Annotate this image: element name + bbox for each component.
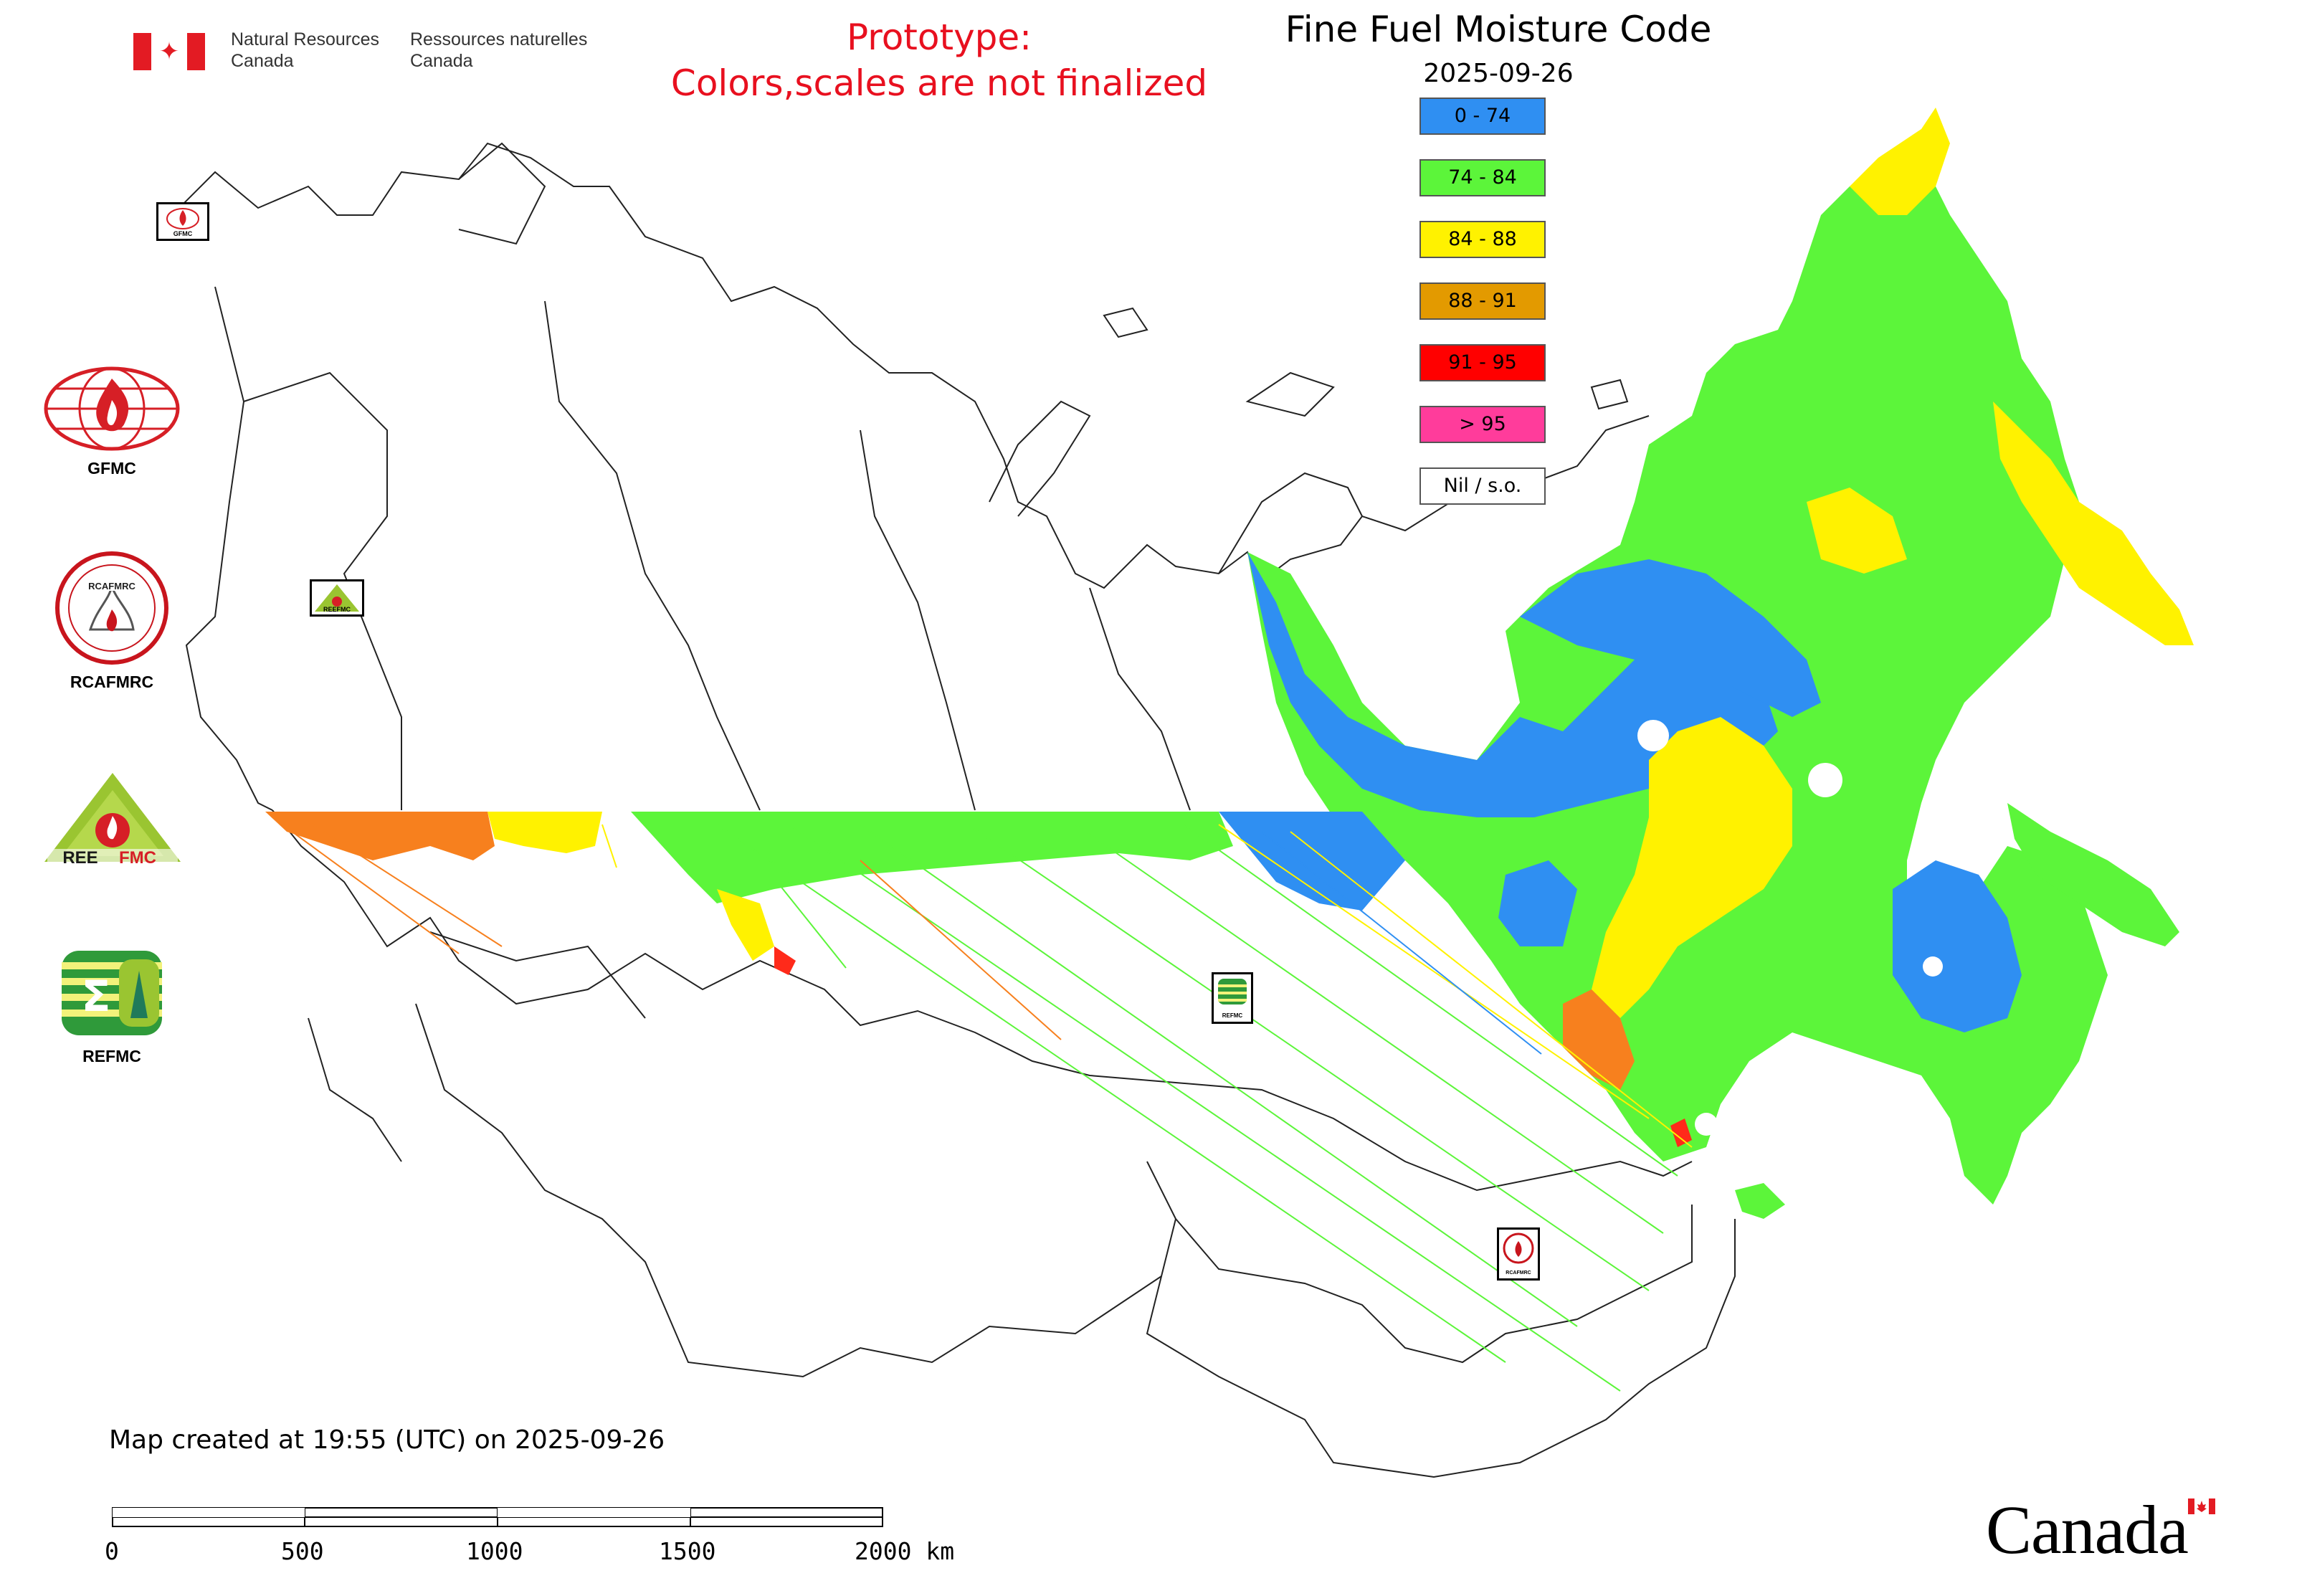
svg-text:RCAFMRC: RCAFMRC: [88, 581, 135, 592]
east-yellow-kamchatka: [1993, 402, 2194, 645]
east-blue-lake: [1498, 860, 1577, 946]
scale-tick-label: 500: [281, 1537, 324, 1565]
band-red-streak: [774, 946, 796, 975]
east-orange-south: [1563, 989, 1635, 1090]
gfmc-globe-fire-logo-icon: [44, 366, 180, 451]
china-outline: [1146, 1219, 1736, 1478]
nil-spot-4: [1695, 1113, 1718, 1136]
legend-item: 0 - 74: [1419, 98, 1546, 135]
scale-bar-labels: 0 500 1000 1500 2000 km: [86, 1537, 982, 1566]
map-created-timestamp: Map created at 19:55 (UTC) on 2025-09-26: [109, 1425, 665, 1455]
rcafmrc-logo-label: RCAFMRC: [70, 673, 154, 691]
east-blue-region-2: [1520, 559, 1821, 717]
kazakhstan-outline: [415, 1003, 1177, 1378]
interior-divide-3: [860, 429, 976, 811]
rcafmrc-logo-block: RCAFMRC RCAFMRC: [40, 551, 184, 692]
fwi-raster-east: [1247, 108, 2194, 1219]
kola-outline: [458, 142, 546, 245]
east-yellow-center: [1592, 717, 1792, 1018]
legend-item: 88 - 91: [1419, 282, 1546, 320]
band-yellow-a: [487, 812, 602, 853]
reefmc-map-marker-icon: REEFMC: [310, 579, 364, 617]
interior-divide-2: [544, 300, 761, 811]
legend: 0 - 74 74 - 84 84 - 88 88 - 91 91 - 95 >…: [1419, 98, 1549, 529]
nil-spot-2: [1808, 763, 1842, 797]
taimyr-coast: [1218, 472, 1363, 574]
boundary-lines: [171, 142, 1736, 1478]
band-green: [631, 812, 1233, 903]
scale-tick-label: 1500: [659, 1537, 716, 1565]
canada-flag-icon: ✦: [133, 33, 205, 70]
dept-en-line-2: Canada: [231, 51, 294, 71]
interior-divide-1: [243, 371, 402, 810]
band-orange: [265, 812, 495, 860]
nil-spot-3: [1923, 956, 1943, 977]
svg-text:REFMC: REFMC: [1222, 1012, 1243, 1019]
dept-fr-line-2: Canada: [410, 51, 473, 71]
svg-text:REE: REE: [62, 848, 97, 868]
east-red-south: [1670, 1118, 1692, 1147]
canada-wordmark: Canada: [1986, 1491, 2189, 1568]
legend-item: > 95: [1419, 406, 1546, 443]
band-yellow-b: [717, 889, 774, 961]
southern-border: [272, 809, 1693, 1192]
east-green-sakhalin: [2007, 803, 2179, 946]
government-signature: ✦ Natural Resources Canada Ressources na…: [133, 29, 604, 72]
scale-tick-label: 0: [105, 1537, 119, 1565]
svg-text:Σ: Σ: [82, 972, 111, 1022]
fwi-raster-band: [265, 812, 1693, 1392]
prototype-notice: Prototype: Colors,scales are not finaliz…: [645, 14, 1233, 106]
novaya-zemlya: [989, 400, 1091, 517]
east-yellow-patch: [1807, 488, 1907, 574]
scale-bar: [112, 1507, 883, 1527]
gfmc-map-marker-icon: GFMC: [156, 202, 209, 241]
scale-tick-label: 1000: [466, 1537, 523, 1565]
legend-item: Nil / s.o.: [1419, 467, 1546, 505]
east-blue-lobe: [1893, 860, 2022, 1032]
arctic-coastline: [171, 142, 1650, 589]
prototype-line-1: Prototype:: [846, 16, 1032, 58]
legend-item: 74 - 84: [1419, 159, 1546, 196]
reefmc-triangle-fire-logo-icon: REE FMC: [44, 773, 181, 868]
dept-en-line-1: Natural Resources: [231, 29, 380, 49]
refmc-map-marker-icon: REFMC: [1212, 972, 1253, 1024]
interior-divide-5: [429, 931, 646, 1019]
gfmc-logo-label: GFMC: [87, 459, 136, 478]
legend-item: 91 - 95: [1419, 344, 1546, 381]
svg-text:FMC: FMC: [119, 848, 156, 868]
nil-spot-5: [2073, 1117, 2093, 1137]
caspian-coast: [308, 1017, 402, 1162]
department-name-en: Natural Resources Canada: [231, 29, 403, 72]
east-green-island: [1735, 1183, 1785, 1219]
refmc-logo-block: Σ REFMC: [40, 946, 184, 1066]
interior-divide-4: [1089, 587, 1191, 811]
svg-text:RCAFMRC: RCAFMRC: [1506, 1270, 1531, 1276]
refmc-green-stripes-logo-icon: Σ: [62, 951, 162, 1035]
mongolia-outline: [1175, 1205, 1693, 1364]
refmc-logo-label: REFMC: [82, 1047, 141, 1065]
map-title: Fine Fuel Moisture Code: [1285, 9, 1712, 50]
arctic-island-2: [1103, 307, 1148, 338]
dept-fr-line-1: Ressources naturelles: [410, 29, 588, 49]
rcafmrc-map-marker-icon: RCAFMRC: [1497, 1227, 1540, 1281]
department-name-fr: Ressources naturelles Canada: [410, 29, 604, 72]
svg-text:GFMC: GFMC: [173, 230, 193, 237]
east-blue-region: [1247, 552, 1778, 817]
nil-spot-1: [1637, 720, 1669, 751]
reefmc-logo-block: REE FMC: [37, 769, 181, 872]
canada-wordmark-flag-icon: [2188, 1498, 2215, 1514]
east-yellow-north: [1850, 108, 1950, 215]
arctic-island-1: [1245, 371, 1335, 417]
scale-tick-label: 2000 km: [855, 1537, 955, 1565]
gfmc-logo-block: GFMC: [40, 366, 184, 478]
western-border: [185, 286, 273, 811]
rcafmrc-round-seal-logo-icon: RCAFMRC: [55, 551, 168, 665]
legend-item: 84 - 88: [1419, 221, 1546, 258]
prototype-line-2: Colors,scales are not finalized: [670, 62, 1208, 104]
svg-text:REEFMC: REEFMC: [323, 606, 351, 613]
arctic-island-3: [1590, 379, 1629, 410]
map-date: 2025-09-26: [1423, 59, 1574, 88]
